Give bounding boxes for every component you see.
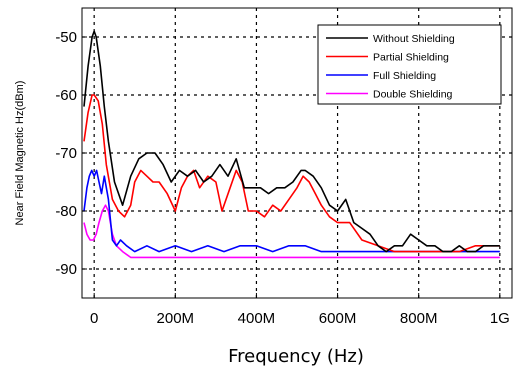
legend-label: Double Shielding [373,89,453,101]
y-tick-label: -70 [55,145,77,162]
y-tick-label: -60 [55,87,77,104]
x-tick-label: 1G [490,310,510,327]
legend: Without Shielding Partial Shielding Full S… [317,24,502,105]
y-axis-label: Near Field Magnetic Hz(dBm) [14,81,26,226]
series-layer [83,30,500,259]
ticks-layer: 0 200M 400M 600M 800M 1G -90 -80 -70 -60 -50 [55,29,510,327]
x-axis-label: Frequency (Hz) [228,346,364,367]
series-line-double-shielding [83,204,500,259]
legend-label: Full Shielding [373,70,436,82]
series-line-without-shielding [83,30,500,253]
legend-label: Without Shielding [373,33,455,45]
x-tick-label: 200M [157,310,195,327]
series-line-partial-shielding [83,94,500,253]
legend-label: Partial Shielding [373,52,449,64]
x-tick-label: 600M [319,310,357,327]
y-tick-label: -80 [55,203,77,220]
y-tick-label: -50 [55,29,77,46]
x-tick-label: 0 [90,310,98,327]
x-tick-label: 800M [400,310,438,327]
x-tick-label: 400M [238,310,276,327]
y-tick-label: -90 [55,261,77,278]
